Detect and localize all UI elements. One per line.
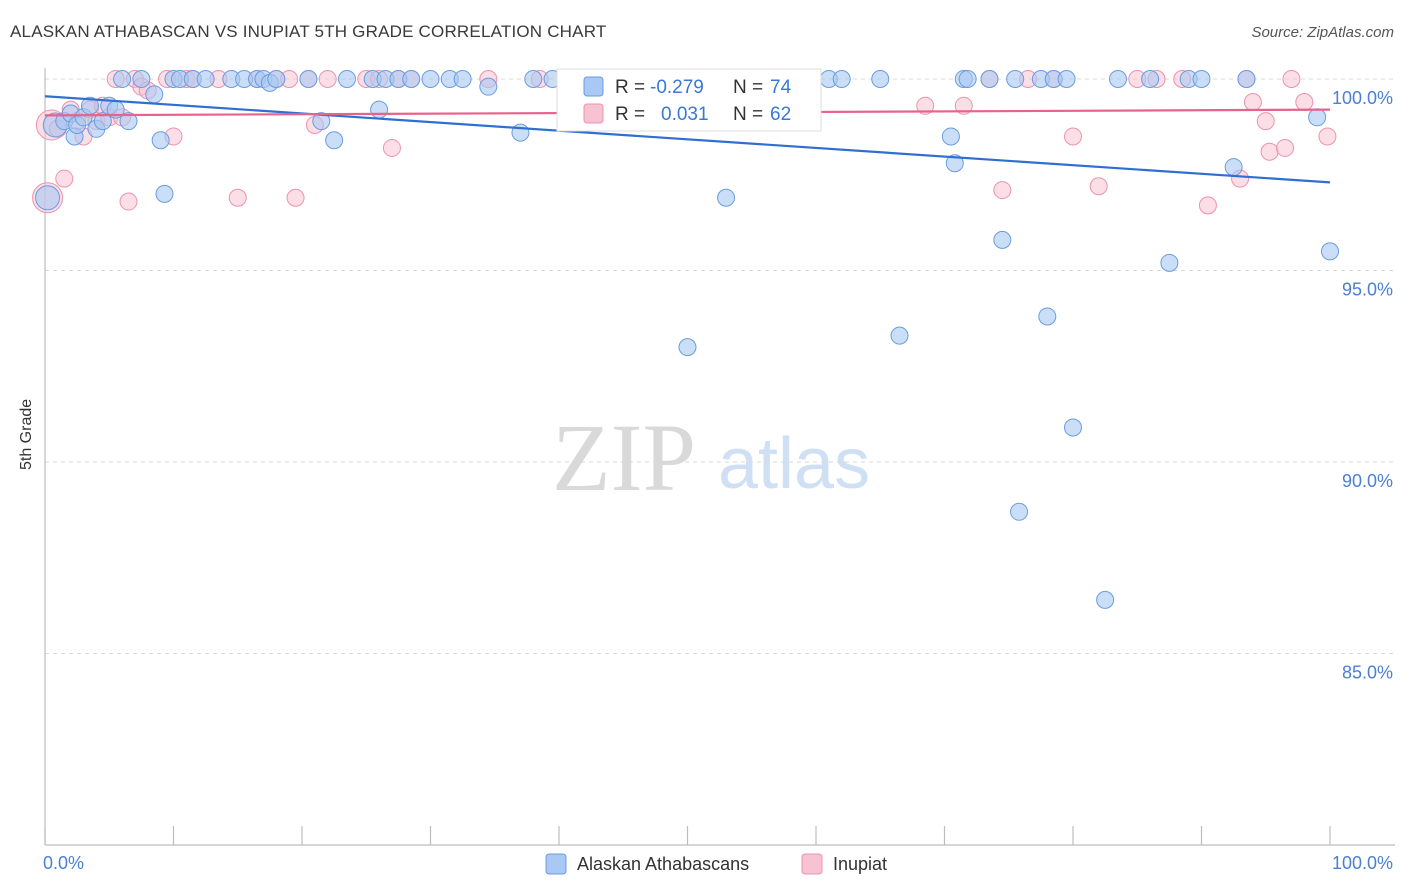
legend-athabascans-swatch: [545, 853, 567, 875]
athabascan-point-66: [1096, 590, 1115, 609]
inupiat-point-3: [55, 169, 74, 188]
athabascan-point-33: [370, 100, 389, 119]
legend-inupiat-label: Inupiat: [833, 854, 887, 874]
x-tick-label-0: 0.0%: [43, 853, 84, 873]
y-tick-label-0: 100.0%: [1332, 88, 1393, 108]
athabascan-point-71: [1192, 70, 1211, 88]
athabascan-point-12: [119, 112, 138, 131]
athabascan-point-16: [151, 131, 170, 150]
inupiat-point-46: [993, 181, 1012, 200]
athabascan-point-73: [1237, 70, 1256, 88]
legend-r-label-inupiat: R =: [615, 104, 645, 125]
athabascan-point-50: [832, 70, 851, 88]
inupiat-point-59: [1260, 142, 1279, 161]
athabascan-point-64: [1057, 70, 1076, 88]
athabascan-point-68: [1141, 70, 1160, 88]
athabascan-point-62: [1038, 307, 1057, 326]
series-legend: Alaskan Athabascans Inupiat: [545, 853, 887, 875]
inupiat-point-49: [1064, 127, 1082, 146]
inupiat-point-58: [1256, 112, 1275, 131]
athabascan-point-65: [1064, 418, 1082, 437]
inupiat-point-44: [954, 96, 973, 115]
inupiat-point-13: [119, 192, 138, 211]
athabascan-point-72: [1224, 158, 1243, 177]
athabascan-point-30: [325, 131, 344, 150]
athabascan-point-39: [453, 70, 472, 88]
athabascan-point-28: [299, 70, 318, 88]
inupiat-point-29: [318, 70, 337, 88]
stats-legend: R = -0.279 N = 74 R = 0.031 N = 62: [556, 68, 822, 132]
y-tick-label-3: 85.0%: [1342, 663, 1393, 683]
legend-r-value-inupiat: 0.031: [661, 104, 709, 125]
athabascan-trend-line: [44, 95, 1331, 184]
athabascan-point-42: [524, 70, 543, 88]
athabascan-point-51: [871, 70, 890, 88]
gridlines: [45, 78, 1395, 654]
legend-swatch-athabascan: [583, 76, 604, 97]
athabascan-point-53: [941, 127, 960, 146]
inupiat-point-54: [1198, 196, 1217, 215]
athabascan-point-74: [1308, 108, 1327, 127]
athabascan-point-56: [958, 70, 977, 88]
inupiat-point-57: [1243, 92, 1262, 111]
athabascan-point-46: [678, 338, 697, 357]
legend-n-label-athabascan: N =: [733, 77, 763, 98]
legend-n-value-athabascan: 74: [770, 77, 792, 98]
athabascan-point-31: [337, 70, 356, 88]
athabascan-point-40: [479, 77, 498, 96]
athabascan-point-69: [1160, 253, 1179, 272]
inupiat-point-60: [1276, 138, 1295, 157]
inupiat-point-26: [286, 188, 305, 207]
athabascan-point-36: [402, 70, 421, 88]
x-tick-label-1: 100.0%: [1332, 853, 1393, 873]
legend-swatch-inupiat: [583, 103, 604, 124]
legend-athabascans-label: Alaskan Athabascans: [577, 854, 749, 874]
chart-title: ALASKAN ATHABASCAN VS INUPIAT 5TH GRADE …: [10, 22, 607, 41]
athabascan-point-15: [145, 85, 164, 104]
athabascan-point-47: [717, 188, 736, 207]
athabascan-point-27: [267, 70, 286, 88]
source-credit: Source: ZipAtlas.com: [1251, 24, 1394, 41]
athabascan-point-54: [945, 154, 964, 173]
watermark-atlas: atlas: [718, 424, 870, 504]
athabascan-point-75: [1321, 242, 1339, 261]
inupiat-point-32: [382, 138, 401, 157]
y-tick-label-1: 95.0%: [1342, 280, 1393, 300]
athabascan-point-13: [113, 70, 132, 88]
watermark: ZIP atlas: [552, 404, 870, 511]
athabascan-point-60: [1010, 502, 1029, 521]
inupiat-point-50: [1089, 177, 1108, 196]
inupiat-point-22: [228, 188, 247, 207]
y-tick-label-2: 90.0%: [1342, 471, 1393, 491]
athabascan-point-14: [132, 70, 151, 88]
inupiat-point-61: [1282, 70, 1301, 88]
legend-r-label-athabascan: R =: [615, 77, 645, 98]
athabascan-point-58: [993, 230, 1012, 249]
legend-r-value-athabascan: -0.279: [650, 77, 704, 98]
athabascan-point-9: [93, 112, 112, 131]
legend-n-value-inupiat: 62: [770, 104, 791, 125]
athabascan-point-67: [1108, 70, 1127, 88]
series-athabascan-points: [35, 70, 1339, 609]
athabascan-point-57: [980, 70, 999, 88]
athabascan-point-59: [1006, 70, 1025, 88]
inupiat-point-62: [1295, 92, 1314, 111]
athabascan-point-21: [196, 70, 215, 88]
tick-labels: 100.0% 95.0% 90.0% 85.0% 0.0% 100.0%: [43, 88, 1393, 873]
legend-n-label-inupiat: N =: [733, 104, 763, 125]
inupiat-point-63: [1318, 127, 1337, 146]
athabascan-point-52: [890, 326, 909, 345]
athabascan-point-17: [155, 184, 174, 203]
watermark-zip: ZIP: [552, 404, 696, 511]
athabascan-point-0: [35, 185, 61, 211]
inupiat-point-43: [916, 96, 935, 115]
athabascan-point-37: [421, 70, 440, 88]
legend-inupiat-swatch: [801, 853, 823, 875]
athabascan-point-29: [312, 112, 331, 131]
